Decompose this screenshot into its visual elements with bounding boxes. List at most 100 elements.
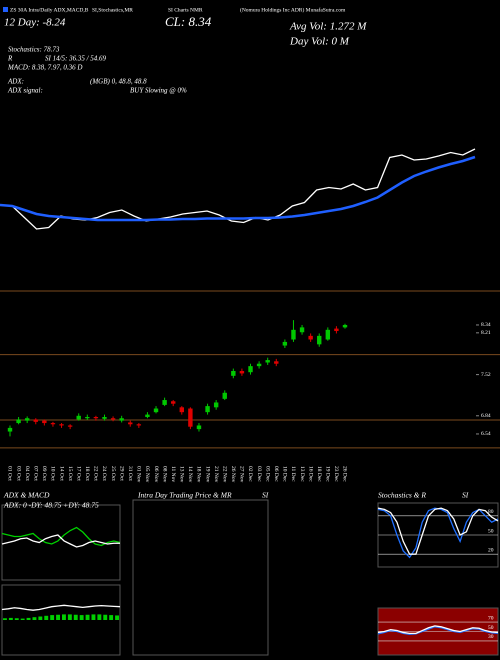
x-tick-label: 02 Dec	[247, 466, 253, 482]
intraday-box	[132, 499, 269, 656]
header-text: ZS 30A Intra/Daily ADX,MACD,B	[10, 7, 89, 13]
x-tick-label: 22 Oct	[93, 466, 99, 481]
candle-body	[222, 392, 227, 399]
y-tick-label: 80	[488, 509, 494, 515]
x-tick-label: 01 Oct	[7, 466, 13, 481]
x-tick-label: 14 Nov	[187, 466, 193, 483]
x-tick-label: 01 Nov	[136, 466, 142, 483]
panel-subtitle: SI	[262, 491, 269, 500]
y-tick-label: 50	[488, 528, 494, 534]
candle-body	[334, 328, 339, 332]
x-tick-label: 08 Nov	[161, 466, 167, 483]
x-tick-label: 03 Oct	[15, 466, 21, 481]
candle-body	[67, 425, 73, 427]
candle-body	[325, 329, 331, 340]
y-tick-label: 50	[488, 625, 494, 631]
x-tick-label: 18 Oct	[84, 466, 90, 481]
candle-body	[162, 400, 167, 405]
candle-body	[274, 361, 279, 364]
candle-body	[110, 418, 116, 420]
close: CL: 8.34	[165, 14, 212, 29]
bar	[97, 614, 102, 620]
bar	[20, 618, 25, 620]
candle-body	[59, 424, 64, 426]
y-tick-label: 30	[488, 634, 494, 640]
stochastics: Stochastics: 78.73	[8, 46, 60, 54]
bar	[3, 618, 7, 620]
bar	[26, 617, 31, 620]
candle-body	[179, 407, 184, 413]
x-tick-label: 14 Oct	[58, 466, 64, 481]
bar	[32, 617, 37, 620]
avg-vol: Avg Vol: 1.272 M	[289, 21, 367, 33]
candle-body	[50, 423, 56, 425]
annotation: ADX: 0 -DY: 48.75 +DY: 48.75	[3, 501, 99, 510]
panel-frame	[1, 584, 121, 656]
x-tick-label: 18 Dec	[316, 466, 322, 482]
bar	[50, 615, 55, 620]
candle-body	[248, 366, 253, 373]
header-text: (Nomura Holdings Inc ADR) MunafaSutra.co…	[240, 6, 346, 13]
candle-body	[265, 360, 270, 363]
x-tick-label: 27 Nov	[239, 466, 245, 483]
logo	[3, 7, 8, 12]
x-tick-label: 25 Oct	[110, 466, 116, 481]
candle-body	[24, 418, 30, 421]
bar	[38, 616, 43, 620]
y-tick-label: 20	[488, 547, 494, 553]
candle-body	[282, 341, 288, 346]
bar	[103, 614, 108, 620]
y-tick-label: 8.34	[481, 322, 491, 328]
series-line	[377, 625, 499, 635]
x-tick-label: 06 Nov	[153, 466, 159, 483]
y-tick-label: 7.52	[481, 372, 491, 378]
x-tick-label: 17 Oct	[75, 466, 81, 481]
r: R	[7, 55, 13, 63]
candle-body	[171, 401, 176, 404]
x-tick-label: 04 Oct	[24, 466, 30, 481]
candle-body	[93, 417, 99, 419]
series-line	[1, 604, 121, 611]
candle-body	[7, 427, 13, 432]
x-tick-label: 31 Oct	[127, 466, 133, 481]
candle-body	[196, 425, 202, 430]
x-tick-label: 15 Oct	[67, 466, 73, 481]
x-tick-label: 07 Oct	[33, 466, 39, 481]
candle-body	[85, 417, 90, 419]
x-tick-label: 22 Nov	[221, 466, 227, 483]
x-tick-label: 19 Dec	[325, 466, 331, 482]
candle-body	[153, 408, 159, 413]
header-text: SI Charts NMR	[168, 7, 203, 13]
x-tick-label: 23 Dec	[333, 466, 339, 482]
candle-body	[213, 402, 219, 408]
day-change: 12 Day: -8.24	[4, 17, 66, 29]
candle-body	[76, 415, 81, 420]
bar	[8, 617, 13, 620]
y-tick-label: 70	[488, 615, 494, 621]
bar	[79, 615, 84, 620]
bar	[14, 618, 19, 620]
x-tick-label: 26 Dec	[342, 466, 348, 482]
x-tick-label: 21 Nov	[213, 466, 219, 483]
panel-title: Intra Day Trading Price & MR	[137, 491, 232, 500]
x-tick-label: 19 Nov	[204, 466, 210, 483]
x-tick-label: 29 Oct	[118, 466, 124, 481]
candle-body	[317, 335, 322, 345]
panel-subtitle: SI	[462, 491, 469, 500]
x-tick-label: 18 Nov	[196, 466, 202, 483]
candle-body	[231, 370, 236, 376]
signal: BUY Slowing @ 0%	[130, 87, 187, 95]
panel-title: Stochastics & R	[378, 491, 426, 500]
candle-body	[239, 370, 245, 374]
candle-body	[256, 363, 262, 367]
series-line	[377, 626, 499, 635]
bar	[73, 614, 78, 620]
bar	[109, 615, 114, 620]
bar	[85, 614, 90, 620]
adx-values: (MGB) 0, 48.8, 48.8	[90, 78, 147, 86]
x-tick-label: 03 Dec	[256, 466, 262, 482]
x-tick-label: 10 Dec	[282, 466, 288, 482]
y-tick-label: 6.54	[481, 431, 491, 437]
